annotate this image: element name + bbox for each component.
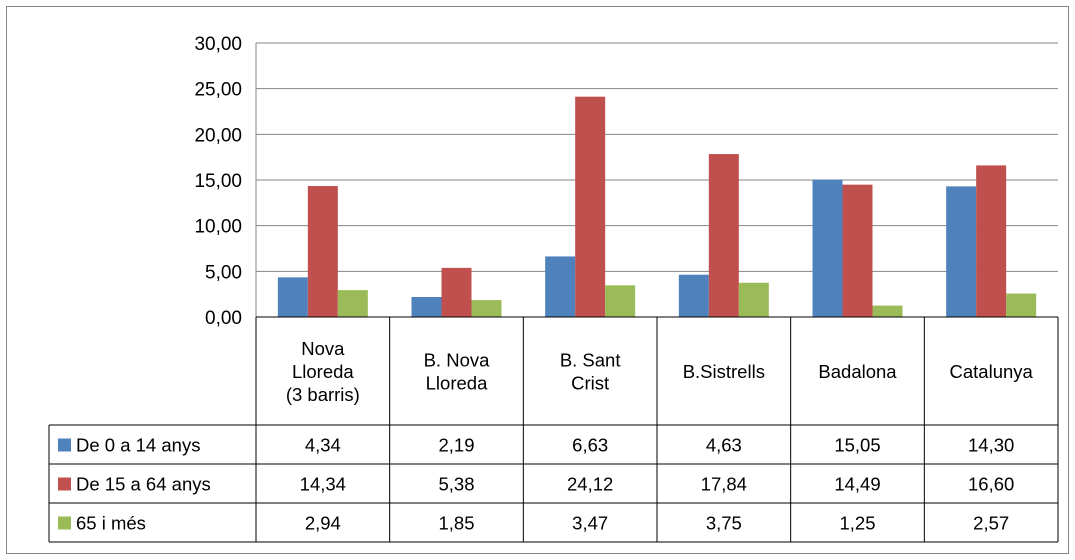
category-label: Nova <box>301 338 345 359</box>
category-label: Lloreda <box>292 361 354 382</box>
bar-2-3 <box>575 96 606 317</box>
bar-2-4 <box>708 154 739 317</box>
y-tick-label: 0,00 <box>205 308 242 329</box>
data-label: 2,94 <box>305 513 341 534</box>
y-tick-label: 20,00 <box>194 125 242 146</box>
bar-3-3 <box>605 285 636 317</box>
category-label: B.Sistrells <box>683 361 765 382</box>
legend-swatch-3 <box>58 516 71 530</box>
bar-2-2 <box>441 267 472 317</box>
data-label: 2,19 <box>438 435 474 456</box>
legend-swatch-1 <box>58 438 71 452</box>
y-tick-label: 5,00 <box>205 262 242 283</box>
y-tick-label: 25,00 <box>194 80 242 101</box>
bar-3-2 <box>471 300 502 317</box>
bar-1-4 <box>678 274 709 317</box>
legend-label-2: De 15 a 64 anys <box>76 474 211 495</box>
bar-1-2 <box>411 296 442 317</box>
y-tick-label: 30,00 <box>194 34 242 55</box>
category-label: Lloreda <box>426 373 488 394</box>
data-label: 24,12 <box>567 474 613 495</box>
category-label: B. Sant <box>560 350 621 371</box>
data-label: 16,60 <box>968 474 1014 495</box>
data-label: 1,25 <box>839 513 875 534</box>
data-label: 3,47 <box>572 513 608 534</box>
y-tick-label: 15,00 <box>194 171 242 192</box>
data-label: 17,84 <box>701 474 747 495</box>
data-label: 2,57 <box>973 513 1009 534</box>
data-label: 4,63 <box>706 435 742 456</box>
bar-3-6 <box>1006 293 1037 317</box>
data-label: 4,34 <box>305 435 341 456</box>
bar-1-3 <box>545 256 576 317</box>
chart-frame: 0,00 5,00 10,00 15,00 20,00 25,00 30,00 Nova Llo… <box>6 6 1069 554</box>
legend-swatch-2 <box>58 477 71 491</box>
category-label: Catalunya <box>950 361 1034 382</box>
bar-3-5 <box>872 305 903 317</box>
category-label: Crist <box>571 373 609 394</box>
category-label: B. Nova <box>424 350 491 371</box>
data-label: 14,49 <box>834 474 880 495</box>
data-label: 1,85 <box>438 513 474 534</box>
bar-3-1 <box>337 290 368 317</box>
bar-2-6 <box>976 165 1007 317</box>
y-tick-label: 10,00 <box>194 217 242 238</box>
data-label: 15,05 <box>834 435 880 456</box>
category-label: Badalona <box>818 361 897 382</box>
data-label: 3,75 <box>706 513 742 534</box>
data-label: 14,34 <box>300 474 346 495</box>
bar-1-5 <box>812 179 843 317</box>
data-label: 5,38 <box>438 474 474 495</box>
bar-3-4 <box>738 282 769 317</box>
bar-1-6 <box>946 186 977 317</box>
bar-1-1 <box>277 277 308 317</box>
legend-label-1: De 0 a 14 anys <box>76 435 200 456</box>
bar-2-5 <box>842 184 873 317</box>
data-label: 14,30 <box>968 435 1014 456</box>
legend-label-3: 65 i més <box>76 513 146 534</box>
bar-chart-with-data-table: 0,005,0010,0015,0020,0025,0030,00NovaLlo… <box>48 34 1059 543</box>
data-label: 6,63 <box>572 435 608 456</box>
category-label: (3 barris) <box>286 384 360 405</box>
bar-2-1 <box>307 186 338 317</box>
